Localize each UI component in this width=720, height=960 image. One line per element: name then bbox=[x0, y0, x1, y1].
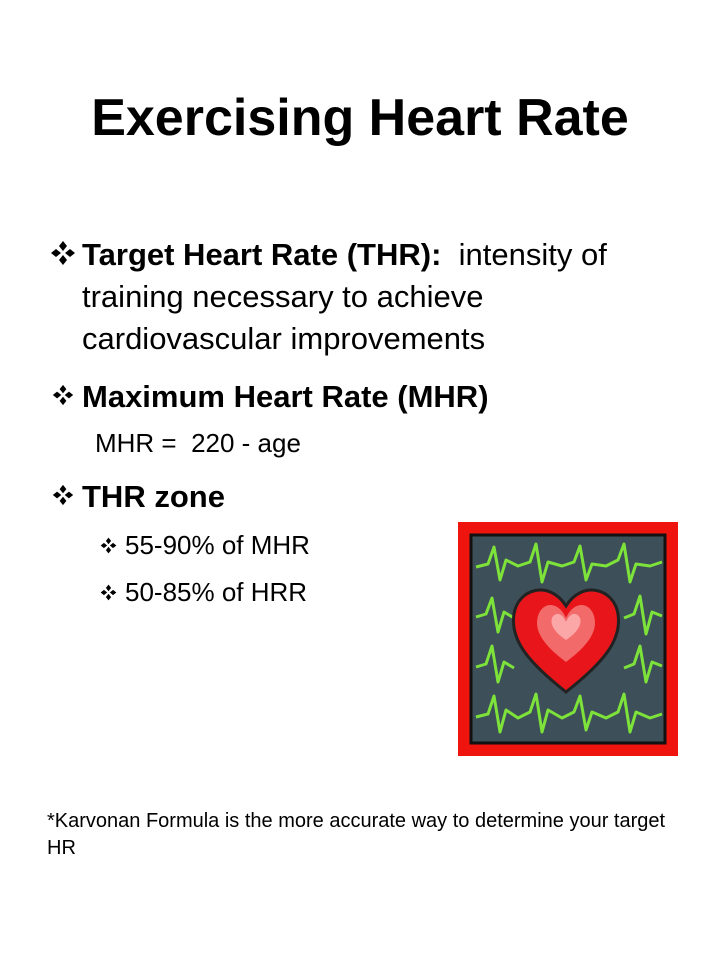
heart-clipart bbox=[458, 522, 678, 756]
bullet-term: Target Heart Rate (THR): bbox=[82, 237, 442, 272]
bullet-term: Maximum Heart Rate (MHR) bbox=[82, 379, 489, 414]
bullet-text: intensity of training necessary to achie… bbox=[82, 237, 607, 356]
formula: MHR = 220 - age bbox=[95, 428, 301, 458]
bullet-icon bbox=[52, 484, 74, 506]
bullet-icon bbox=[52, 384, 74, 406]
sub-bullet: 50-85% of HRR bbox=[125, 577, 308, 607]
bullet-icon bbox=[51, 241, 75, 265]
bullet-term: THR zone bbox=[82, 479, 225, 514]
footnote: *Karvonan Formula is the more accurate w… bbox=[47, 810, 666, 859]
slide-title: Exercising Heart Rate bbox=[91, 89, 629, 147]
sub-bullet-icon bbox=[100, 584, 117, 601]
bullet: Target Heart Rate (THR): intensity of tr… bbox=[82, 234, 682, 360]
sub-bullet-icon bbox=[100, 537, 117, 554]
sub-bullet: 55-90% of MHR bbox=[125, 530, 310, 560]
